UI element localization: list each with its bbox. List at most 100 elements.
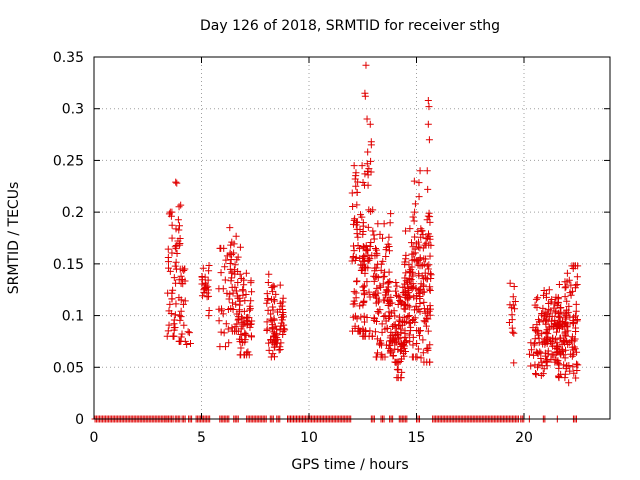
data-point [425,103,433,111]
x-tick-label: 10 [300,430,318,446]
data-point [573,315,581,323]
data-point [419,349,427,357]
data-point [164,245,172,253]
data-point [170,274,178,282]
data-point [359,230,367,238]
data-point [548,312,556,320]
data-point [419,283,427,291]
data-point [244,348,252,356]
data-point [360,287,368,295]
data-point [248,288,256,296]
data-point [174,216,182,224]
data-point [353,188,361,196]
data-point [553,345,561,353]
data-point [382,253,390,261]
data-point [224,325,232,333]
data-point [348,257,356,265]
data-point [357,211,365,219]
data-point [175,222,183,230]
data-point [406,319,414,327]
data-point [542,334,550,342]
data-point [561,284,569,292]
data-point [401,274,409,282]
data-point [377,260,385,268]
data-point [360,298,368,306]
data-point [240,307,248,315]
data-point [532,369,540,377]
data-point [198,292,206,300]
data-point [564,341,572,349]
y-tick-label: 0 [75,412,84,428]
data-point [426,218,434,226]
data-point [361,170,369,178]
x-tick-label: 15 [408,430,426,446]
data-point [358,162,366,170]
data-point [363,278,371,286]
data-point [409,270,417,278]
data-point [383,286,391,294]
data-point [423,275,431,283]
data-point [394,374,402,382]
data-point [234,316,242,324]
data-point [366,293,374,301]
data-point [385,342,393,350]
data-point [531,339,539,347]
data-point [371,315,379,323]
data-point [542,290,550,298]
data-point [375,296,383,304]
data-point [365,256,373,264]
y-tick-label: 0.25 [53,153,84,169]
data-point [420,305,428,313]
data-point [177,280,185,288]
data-point [566,367,574,375]
data-point [413,326,421,334]
data-point [572,307,580,315]
data-point [424,120,432,128]
data-point [273,339,281,347]
data-point [423,234,431,242]
data-point [373,335,381,343]
data-point [416,332,424,340]
data-point [238,315,246,323]
data-point [269,306,277,314]
data-point [549,334,557,342]
data-point [385,296,393,304]
data-point [415,256,423,264]
data-point [275,346,283,354]
data-point [221,343,229,351]
data-point [545,286,553,294]
data-point [351,256,359,264]
data-point [265,270,273,278]
data-point [268,283,276,291]
data-point [407,239,415,247]
data-point [363,115,371,123]
data-point [354,327,362,335]
data-point [371,252,379,260]
data-point [366,120,374,128]
data-point [168,295,176,303]
data-point [241,297,249,305]
data-point [423,262,431,270]
data-point [544,317,552,325]
data-point [269,324,277,332]
data-point [573,273,581,281]
data-point [166,208,174,216]
data-point [420,358,428,366]
data-point [567,350,575,358]
data-point [270,343,278,351]
data-point [263,325,271,333]
data-point [401,300,409,308]
data-point [410,283,418,291]
data-point [164,289,172,297]
data-point [545,305,553,313]
data-point [236,301,244,309]
data-point [238,313,246,321]
data-point [367,141,375,149]
data-point [351,312,359,320]
data-point [409,250,417,258]
data-point [353,201,361,209]
data-point [226,250,234,258]
data-point [205,292,213,300]
grid-lines [94,56,610,419]
data-point [422,322,430,330]
